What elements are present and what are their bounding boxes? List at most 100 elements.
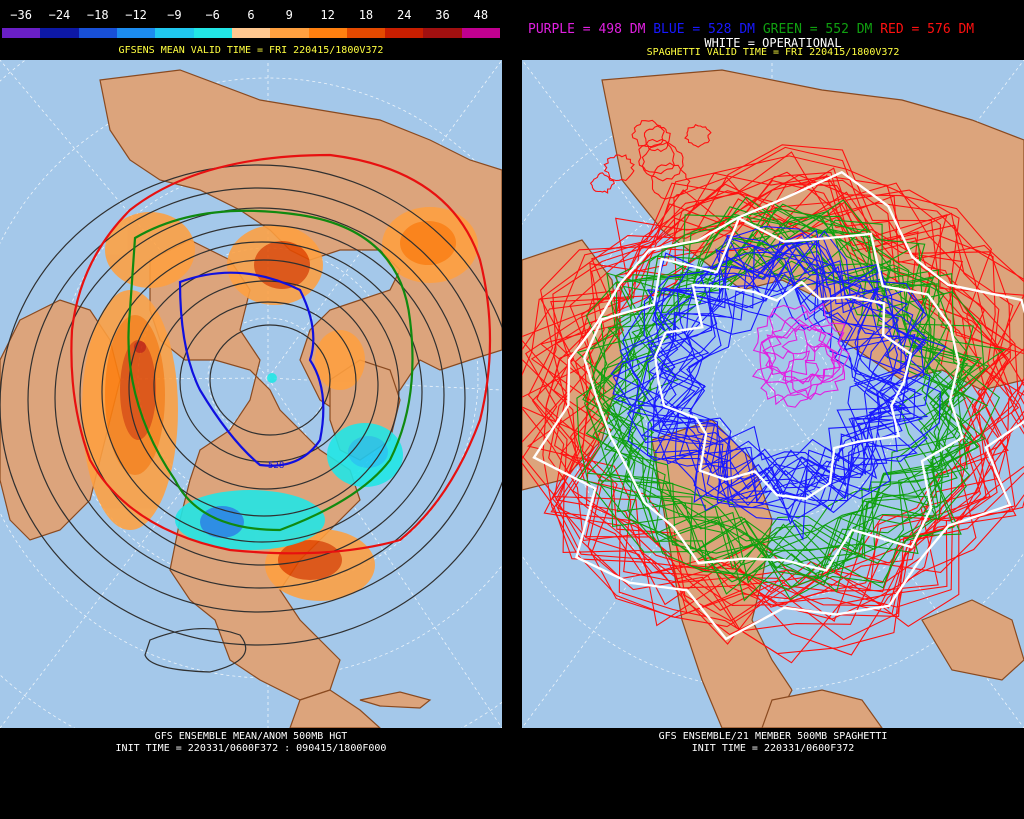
purple-498-member: [760, 302, 846, 385]
anomaly-map-panel: −36 −24 −18 −12 −9 −6 6 9 12 18 24 36 48 GFSENS MEAN…: [0, 0, 502, 819]
red-576-member: [536, 155, 1024, 627]
blue-528-contour: [178, 271, 325, 467]
green-552-member: [584, 210, 970, 572]
green-552-member: [599, 203, 1001, 566]
scale-label: −24: [48, 8, 71, 22]
red-small-cell: [641, 141, 684, 182]
red-small-cell: [603, 154, 635, 182]
mean-valid-time: GFSENS MEAN VALID TIME = FRI 220415/1800…: [118, 45, 384, 56]
green-552-member: [624, 212, 987, 588]
scale-label: −12: [125, 8, 147, 22]
scale-swatch: [423, 28, 462, 38]
blue-528-member: [640, 243, 925, 509]
scale-label: 18: [358, 8, 374, 22]
scale-label: 48: [473, 8, 489, 22]
purple-498-member: [752, 310, 827, 376]
red-small-cell: [643, 125, 671, 153]
scale-label: −6: [205, 8, 220, 22]
scale-swatch: [116, 28, 156, 38]
anomaly-color-scale: −36 −24 −18 −12 −9 −6 6 9 12 18 24 36 48: [2, 4, 501, 38]
scale-swatch: [40, 28, 79, 38]
green-552-member: [592, 237, 951, 552]
green-552-contour: [127, 209, 414, 532]
operational-label: WHITE = OPERATIONAL: [704, 36, 842, 50]
blue-528-member: [628, 233, 929, 514]
scale-swatch: [346, 28, 386, 38]
scale-swatch: [78, 28, 117, 38]
spaghetti-footer-init: INIT TIME = 220331/0600F372: [691, 743, 855, 754]
red-small-cell: [684, 124, 712, 148]
legend-green: GREEN = 552 DM: [762, 22, 873, 37]
scale-label: −36: [10, 8, 32, 22]
red-576-contour: [70, 153, 492, 555]
red-576-member: [555, 146, 1024, 606]
north-america: [149, 239, 361, 701]
red-576-member: [522, 217, 1011, 620]
blue-528-member: [612, 273, 899, 541]
blue-528-member: [641, 276, 916, 501]
green-552-member: [582, 207, 952, 580]
blue-528-member: [647, 251, 902, 490]
spaghetti-valid-time: SPAGHETTI VALID TIME = FRI 220415/1800V3…: [646, 47, 900, 58]
red-576-member: [522, 172, 1012, 608]
blue-528-member: [643, 230, 928, 502]
scale-label: 24: [396, 8, 412, 22]
mean-footer-title: GFS ENSEMBLE MEAN/ANOM 500MB HGT: [154, 731, 348, 742]
red-576-member: [522, 182, 1017, 655]
red-small-cell: [651, 162, 691, 200]
legend-blue: BLUE = 528 DM: [653, 22, 755, 37]
red-small-cell: [589, 172, 615, 194]
height-contours: [0, 164, 502, 673]
spaghetti-map: [522, 60, 1024, 728]
anomaly-map: 528: [0, 60, 502, 728]
spaghetti-map-panel: PURPLE = 498 DM BLUE = 528 DM GREEN = 55…: [522, 0, 1024, 819]
green-552-member: [602, 224, 979, 595]
scale-swatch: [308, 28, 347, 38]
green-552-member: [577, 201, 967, 578]
red-small-cell: [638, 138, 675, 175]
red-576-member: [527, 183, 1024, 627]
scale-label: 6: [247, 8, 255, 22]
scale-label: −9: [167, 8, 182, 22]
red-576-member: [545, 179, 1020, 645]
operational-528: [654, 280, 913, 500]
purple-498-member: [752, 350, 820, 408]
legend-red: RED = 576 DM: [880, 22, 975, 37]
scale-label: 36: [435, 8, 450, 22]
spaghetti-footer-title: GFS ENSEMBLE/21 MEMBER 500MB SPAGHETTI: [658, 731, 888, 742]
scale-label: −18: [86, 8, 109, 22]
scale-label: 9: [285, 8, 293, 22]
red-576-member: [522, 144, 1024, 641]
panel-divider: [502, 0, 522, 819]
scale-swatch: [2, 28, 41, 38]
scale-labels: −36 −24 −18 −12 −9 −6 6 9 12 18 24 36 48: [2, 4, 500, 22]
scale-bar: [2, 28, 501, 38]
red-576-member: [574, 151, 1016, 664]
green-552-member: [612, 233, 973, 564]
blue-528-member: [659, 246, 926, 487]
scale-swatch: [155, 28, 194, 38]
scale-swatch: [193, 28, 232, 38]
scale-swatch: [385, 28, 424, 38]
south-america: [289, 689, 381, 728]
scale-swatch: [461, 28, 501, 38]
spaghetti-contours: [522, 119, 1024, 664]
blue-528-member: [654, 237, 925, 502]
red-small-cell: [631, 119, 665, 148]
scale-swatch: [231, 28, 271, 38]
red-576-member: [531, 174, 1009, 593]
purple-498-member: [759, 328, 835, 406]
green-552-member: [597, 250, 969, 549]
blue-528-member: [627, 245, 947, 500]
red-576-member: [550, 179, 1004, 611]
operational-576: [532, 170, 1024, 641]
contour-label-528: 528: [268, 461, 284, 471]
legend-purple: PURPLE = 498 DM: [528, 22, 646, 37]
scale-label: 12: [320, 8, 335, 22]
scale-swatch: [270, 28, 309, 38]
spaghetti-legend: PURPLE = 498 DM BLUE = 528 DM GREEN = 55…: [528, 22, 1024, 37]
caribbean-islands: [359, 691, 432, 709]
blue-528-member: [652, 278, 941, 525]
operational-552: [583, 216, 964, 572]
mean-footer-init: INIT TIME = 220331/0600F372 : 090415/180…: [115, 743, 387, 754]
